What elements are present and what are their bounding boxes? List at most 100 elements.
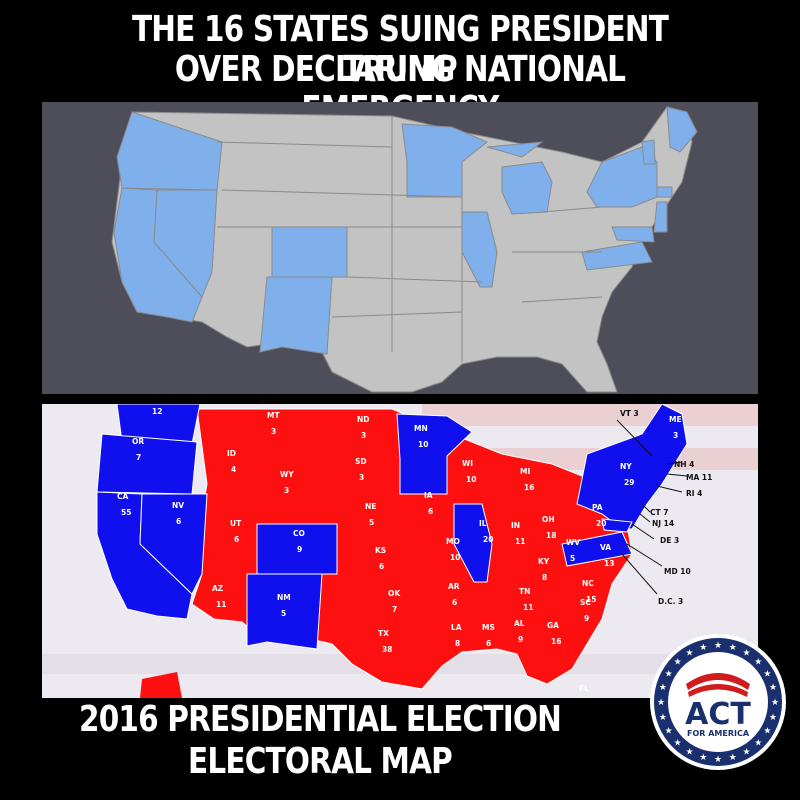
vermont-shape (641, 139, 656, 165)
state-label-az: AZ 11 (212, 584, 226, 609)
state-label-wa: 12 (152, 407, 162, 416)
state-label-mo: MO 10 (446, 537, 460, 562)
electoral-votes: 10 (450, 553, 460, 562)
state-abbr: ID (227, 449, 236, 458)
star-icon: ★ (665, 727, 673, 737)
state-abbr: MO (446, 537, 460, 546)
headline-line-1: THE 16 STATES SUING PRESIDENT TRUMP (131, 9, 669, 90)
state-label-ga: GA 16 (547, 621, 561, 646)
electoral-votes: 3 (284, 486, 289, 495)
electoral-votes: 55 (121, 508, 131, 517)
maryland-blue-shape (601, 518, 633, 533)
state-label-ok: OK 7 (388, 589, 401, 614)
state-label-ca: CA 55 (117, 492, 131, 517)
star-icon: ★ (685, 649, 693, 659)
state-borders (216, 116, 603, 362)
nevada-shape (153, 189, 218, 298)
electoral-votes: 5 (570, 554, 575, 563)
state-label-sd: SD 3 (355, 457, 367, 482)
state-abbr: KY (538, 557, 550, 566)
electoral-votes: 5 (369, 518, 374, 527)
logo-word: ACT (685, 697, 751, 732)
electoral-votes: 11 (216, 600, 226, 609)
logo-sub: FOR AMERICA (687, 729, 750, 738)
state-abbr: OK (388, 589, 401, 598)
star-icon: ★ (674, 738, 682, 748)
state-abbr: NY (620, 462, 632, 471)
electoral-votes: 3 (271, 427, 276, 436)
star-icon: ★ (742, 747, 750, 757)
state-abbr: IL (479, 519, 487, 528)
logo-seal: ★★★★★★★★★★★★★★★★★★ ★ ★★★★★ ACT FOR AMERICA (650, 634, 786, 770)
electoral-votes: 10 (466, 475, 476, 484)
callout-ri: RI 4 (686, 489, 702, 498)
state-abbr: IN (511, 521, 520, 530)
state-label-tn: TN 11 (519, 587, 533, 612)
state-label-al: AL 9 (514, 619, 525, 644)
state-abbr: NV (172, 501, 184, 510)
state-abbr: ME (669, 415, 682, 424)
star-icon: ★ (769, 713, 777, 723)
star-icon: ★ (742, 649, 750, 659)
state-abbr: TX (378, 629, 389, 638)
star-icon: ★ (685, 747, 693, 757)
state-abbr: ND (357, 415, 370, 424)
suing-states-map-svg (111, 106, 698, 393)
electoral-votes: 13 (604, 559, 614, 568)
state-label-wy: WY 3 (280, 470, 294, 495)
state-abbr: TN (519, 587, 530, 596)
electoral-votes: 29 (624, 478, 634, 487)
state-abbr: WY (280, 470, 294, 479)
electoral-votes: 20 (483, 535, 493, 544)
state-abbr: VA (600, 543, 611, 552)
electoral-votes: 16 (524, 483, 534, 492)
electoral-votes: 11 (515, 537, 525, 546)
state-abbr: OR (132, 437, 144, 446)
callout-ct: CT 7 (650, 508, 668, 517)
electoral-votes: 6 (234, 535, 239, 544)
electoral-votes: 20 (596, 519, 606, 528)
hawaii-shape (140, 672, 182, 698)
virginia-blue-shape (561, 531, 633, 567)
virginia-shape (581, 241, 653, 271)
connecticut-shape (656, 186, 673, 198)
state-label-nm: NM 5 (277, 593, 291, 618)
electoral-map-svg: 12OR7CA55NV6ID4MT3WY3UT6AZ11CO9NM5ND3SD3… (42, 404, 758, 698)
maryland-shape (611, 226, 655, 243)
electoral-votes: 5 (281, 609, 286, 618)
electoral-votes: 38 (382, 645, 392, 654)
callout-ma: MA 11 (686, 473, 712, 482)
maine-shape (666, 106, 698, 153)
electoral-votes: 11 (523, 603, 533, 612)
new-mexico-shape (259, 276, 333, 355)
electoral-votes: 6 (428, 507, 433, 516)
state-label-mn: MN 10 (414, 424, 428, 449)
state-abbr: CA (117, 492, 129, 501)
state-label-sc: SC 9 (580, 598, 591, 623)
minnesota-blue-shape (396, 413, 473, 495)
star-icon: ★ (674, 658, 682, 668)
state-label-nv: NV 6 (172, 501, 184, 526)
state-label-ms: MS 6 (482, 623, 495, 648)
state-abbr: SC (580, 598, 591, 607)
state-abbr: CO (293, 529, 305, 538)
callout-nj: NJ 14 (652, 519, 674, 528)
star-icon: ★ (699, 753, 707, 763)
state-label-ny: NY 29 (620, 462, 634, 487)
electoral-votes: 9 (584, 614, 589, 623)
state-abbr: MS (482, 623, 495, 632)
state-abbr: KS (375, 546, 386, 555)
footer-line-2: ELECTORAL MAP (188, 741, 453, 782)
electoral-votes: 3 (673, 431, 678, 440)
star-icon: ★ (729, 643, 737, 653)
callout-labels: NH 4 MA 11 RI 4 CT 7 NJ 14 DE 3 MD 10 D.C. 3 (650, 460, 712, 606)
state-abbr: WI (462, 459, 473, 468)
state-abbr: PA (592, 503, 603, 512)
state-label-ia: IA 6 (424, 491, 433, 516)
callout-dc.: D.C. 3 (658, 597, 683, 606)
electoral-votes: 12 (152, 407, 162, 416)
illinois-blue-shape (453, 503, 493, 583)
state-label-nd: ND 3 (357, 415, 370, 440)
state-label-oh: OH 18 (542, 515, 556, 540)
electoral-votes: 10 (418, 440, 428, 449)
